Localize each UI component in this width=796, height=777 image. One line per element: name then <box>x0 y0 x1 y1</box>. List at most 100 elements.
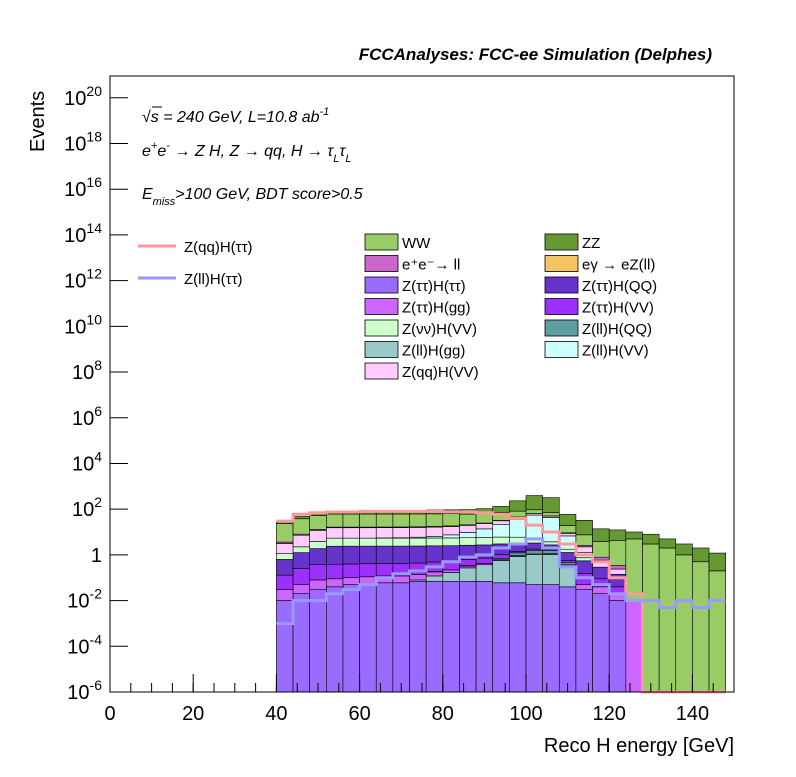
legend-swatch <box>365 256 398 272</box>
bar <box>376 563 393 575</box>
bar <box>659 539 676 548</box>
bar <box>493 561 510 583</box>
bar <box>593 542 610 558</box>
bar <box>692 562 709 692</box>
bar <box>576 561 593 574</box>
bar <box>559 549 576 552</box>
bar <box>609 601 626 692</box>
bar <box>593 587 610 594</box>
tick-base: 10 <box>64 179 86 201</box>
bar <box>410 527 427 537</box>
legend-label: ZZ <box>582 235 600 252</box>
bar <box>493 537 510 544</box>
bar <box>576 535 593 546</box>
tick-base: 10 <box>64 316 86 338</box>
bar <box>576 590 593 692</box>
legend-label: Z(qq)H(ττ) <box>184 239 253 256</box>
tick-base: 10 <box>64 271 86 293</box>
legend-swatch <box>365 320 398 336</box>
bar <box>410 574 427 580</box>
bar <box>310 580 327 590</box>
bar <box>559 526 576 533</box>
x-tick-label: 80 <box>432 703 454 725</box>
bar <box>343 538 360 546</box>
legend-swatch <box>545 342 578 358</box>
bar <box>343 546 360 564</box>
legend-swatch <box>365 363 398 379</box>
legend-label: Z(qq)H(VV) <box>402 364 479 381</box>
annotation-part: miss <box>153 196 176 208</box>
bar <box>626 539 643 601</box>
bar <box>310 564 327 579</box>
chart-title: FCCAnalyses: FCC-ee Simulation (Delphes) <box>359 45 713 64</box>
bar <box>376 514 393 527</box>
bar <box>293 547 310 553</box>
bar <box>393 576 410 583</box>
bar <box>293 553 310 569</box>
bar <box>310 541 327 548</box>
bar <box>326 546 343 564</box>
bar <box>493 555 510 558</box>
bar <box>642 534 659 544</box>
bar <box>626 601 643 692</box>
tick-exponent: 6 <box>94 403 102 419</box>
x-tick-label: 60 <box>348 703 370 725</box>
bar <box>426 538 443 546</box>
bar <box>559 587 576 692</box>
legend-swatch <box>545 256 578 272</box>
legend-swatch <box>365 234 398 250</box>
bar <box>593 567 610 579</box>
bar <box>493 525 510 537</box>
bar <box>443 538 460 546</box>
tick-base: 10 <box>64 134 86 156</box>
bar <box>609 530 626 540</box>
tick-base: 10 <box>67 636 89 658</box>
bar <box>443 546 460 562</box>
bar <box>310 590 327 692</box>
bar <box>343 578 360 585</box>
tick-exponent: 16 <box>86 174 102 190</box>
bar <box>293 594 310 692</box>
y-axis-label: Events <box>27 91 49 152</box>
bar <box>410 563 427 574</box>
bar <box>276 601 293 692</box>
bar <box>642 544 659 692</box>
bar <box>459 559 476 565</box>
bar <box>543 542 560 545</box>
bar <box>493 506 510 512</box>
tick-exponent: 8 <box>94 357 102 373</box>
annotation-part: e <box>157 143 166 160</box>
bar <box>326 528 343 538</box>
bar <box>593 594 610 692</box>
annotation-part: >100 GeV, BDT score>0.5 <box>175 186 362 203</box>
bar <box>559 533 576 536</box>
bar <box>376 528 393 538</box>
bar <box>426 527 443 536</box>
tick-base: 10 <box>72 362 94 384</box>
bar <box>360 564 377 577</box>
bar <box>609 566 626 569</box>
legend-label: eγ → eZ(ll) <box>582 257 655 274</box>
tick-exponent: 10 <box>86 311 102 327</box>
bar <box>426 572 443 576</box>
bar <box>626 532 643 539</box>
legend-label: Z(ττ)H(ττ) <box>402 278 466 295</box>
bar <box>326 514 343 527</box>
bar <box>293 569 310 585</box>
bar <box>343 528 360 538</box>
bar <box>410 581 427 692</box>
bar <box>393 546 410 563</box>
y-tick-label: 1 <box>91 545 102 567</box>
bar <box>526 585 543 692</box>
legend-label: Z(ττ)H(VV) <box>582 300 654 317</box>
x-tick-label: 120 <box>593 703 626 725</box>
bar <box>276 544 293 554</box>
bar <box>326 538 343 546</box>
bar <box>543 551 560 554</box>
tick-exponent: 14 <box>86 220 102 236</box>
bar <box>326 579 343 587</box>
bar <box>709 553 726 571</box>
legend-label: Z(ll)H(ττ) <box>184 271 243 288</box>
bar <box>476 565 493 582</box>
